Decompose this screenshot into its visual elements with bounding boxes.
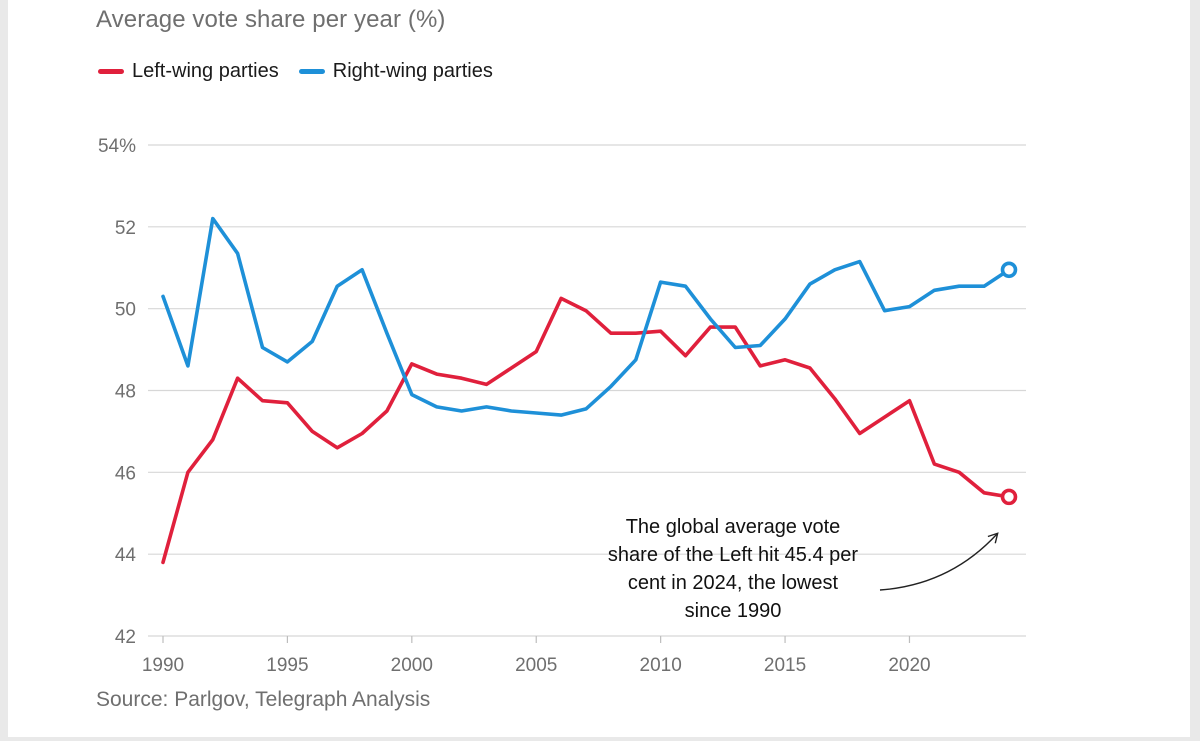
y-tick-label: 46 <box>115 463 136 484</box>
x-tick-label: 1990 <box>142 655 184 676</box>
y-axis-ticks: 42 44 46 48 50 52 54% <box>98 136 136 648</box>
chart-card <box>8 0 1190 737</box>
series-lines <box>161 216 1018 565</box>
annotation-text-line: share of the Left hit 45.4 per <box>608 544 859 566</box>
annotation-text-line: The global average vote <box>626 516 841 538</box>
x-tick-label: 2000 <box>391 655 433 676</box>
legend-label-left: Left-wing parties <box>132 59 279 82</box>
chart-subtitle: Average vote share per year (%) <box>96 6 446 33</box>
y-tick-label: 44 <box>115 545 137 566</box>
y-tick-label: 52 <box>115 218 136 239</box>
endpoint-marker-right-wing <box>1000 261 1018 279</box>
y-tick-label: 54% <box>98 136 136 157</box>
legend-item-right: Right-wing parties <box>298 59 493 83</box>
x-tick-label: 2010 <box>640 655 682 676</box>
legend-swatch-right <box>298 68 325 74</box>
series-line-right-wing <box>161 216 1011 417</box>
y-tick-label: 48 <box>115 382 136 403</box>
annotation-text-line: since 1990 <box>685 600 782 622</box>
y-tick-label: 42 <box>115 627 136 648</box>
annotation: The global average vote share of the Left… <box>608 516 999 622</box>
legend-label-right: Right-wing parties <box>332 59 493 82</box>
endpoint-marker-left-wing <box>1000 488 1018 506</box>
legend-swatch-left <box>98 68 124 74</box>
x-axis-ticks: 1990 1995 2000 2005 2010 2015 2020 <box>142 636 931 676</box>
legend: Left-wing parties Right-wing parties <box>98 58 493 84</box>
legend-item-left: Left-wing parties <box>98 60 279 83</box>
annotation-arrow <box>879 532 999 591</box>
x-tick-label: 1995 <box>266 655 308 676</box>
annotation-text-line: cent in 2024, the lowest <box>628 572 839 594</box>
source-note: Source: Parlgov, Telegraph Analysis <box>96 688 431 711</box>
x-tick-label: 2015 <box>764 655 806 676</box>
series-line-left-wing <box>161 296 1011 565</box>
x-tick-label: 2005 <box>515 655 557 676</box>
y-tick-label: 50 <box>115 300 136 321</box>
x-tick-label: 2020 <box>888 655 930 676</box>
gridlines <box>148 144 1026 637</box>
